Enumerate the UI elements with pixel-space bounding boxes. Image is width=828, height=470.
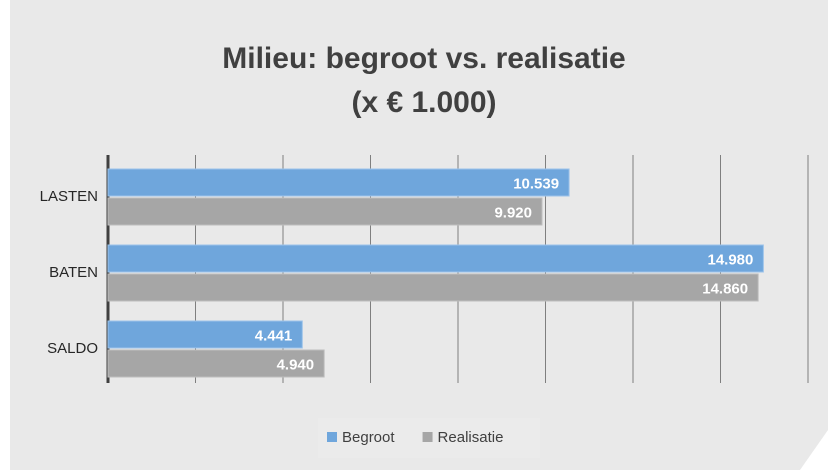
legend-label: Begroot <box>342 429 395 446</box>
legend-swatch <box>422 432 433 442</box>
data-label: 14.860 <box>702 280 748 297</box>
data-label: 4.441 <box>255 327 293 344</box>
bar <box>107 244 764 273</box>
bar <box>107 168 570 197</box>
y-tick-label: SALDO <box>47 340 98 357</box>
bar <box>107 349 325 378</box>
bar <box>107 273 759 302</box>
chart-title: Milieu: begroot vs. realisatie <box>222 42 625 75</box>
y-tick-label: LASTEN <box>40 188 98 205</box>
bar <box>107 320 303 349</box>
y-tick-label: BATEN <box>49 264 98 281</box>
chart-title: (x € 1.000) <box>351 86 496 119</box>
legend-swatch <box>327 432 337 442</box>
data-label: 10.539 <box>513 175 559 192</box>
data-label: 14.980 <box>707 251 753 268</box>
data-label: 9.920 <box>494 204 532 221</box>
legend-label: Realisatie <box>438 429 504 446</box>
data-label: 4.940 <box>277 356 315 373</box>
bar <box>107 197 543 226</box>
